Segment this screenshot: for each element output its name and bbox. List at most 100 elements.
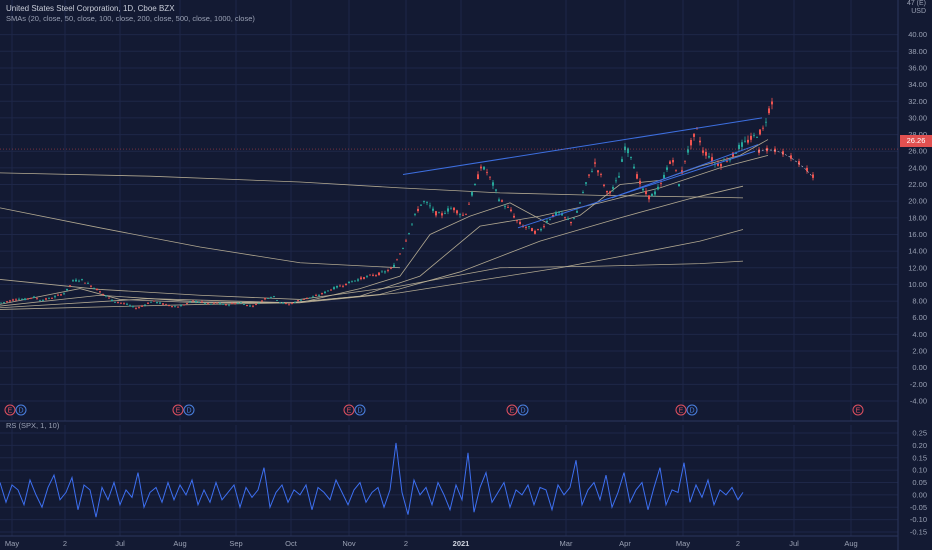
candle-body	[60, 294, 62, 296]
event-marker-ring	[517, 404, 529, 416]
candle-body	[516, 220, 518, 222]
projection-line	[757, 149, 813, 177]
candle	[516, 220, 518, 224]
candle-body	[120, 302, 122, 304]
candle-body	[390, 267, 392, 269]
candle-body	[363, 277, 365, 279]
candle	[294, 301, 296, 303]
candle	[693, 133, 695, 141]
dividend-marker[interactable]: D	[686, 404, 698, 416]
candle-body	[324, 291, 326, 294]
dividend-marker[interactable]: D	[354, 404, 366, 416]
candle-body	[99, 291, 101, 293]
candle-body	[126, 303, 128, 305]
candle-body	[180, 305, 182, 307]
candle	[102, 293, 104, 296]
candle-body	[570, 221, 572, 224]
dividend-marker[interactable]: D	[517, 404, 529, 416]
candle-body	[201, 301, 203, 303]
candle-body	[702, 150, 704, 153]
dividend-marker[interactable]: D	[15, 404, 27, 416]
candle	[54, 294, 56, 299]
candle-body	[339, 285, 341, 287]
time-tick-label: Nov	[342, 539, 356, 548]
candle	[234, 302, 236, 305]
candle	[84, 282, 86, 284]
time-tick-label: Oct	[285, 539, 298, 548]
candle-body	[54, 296, 56, 298]
candle-body	[480, 166, 482, 169]
rs-tick-label: -0.10	[910, 515, 927, 524]
candle-body	[66, 288, 68, 291]
candle	[99, 290, 101, 293]
time-tick-label: 2	[736, 539, 740, 548]
candle	[0, 302, 2, 304]
trendline-group	[402, 117, 763, 229]
candle-body	[402, 248, 404, 249]
candle-body	[378, 272, 380, 276]
candle	[732, 152, 734, 158]
candle-body	[162, 303, 164, 305]
price-tick-label: 0.00	[912, 363, 927, 372]
candle	[12, 298, 14, 302]
candle-body	[114, 301, 116, 303]
candle	[228, 304, 230, 307]
candle	[267, 297, 269, 300]
candle-body	[105, 295, 107, 297]
rs-tick-label: -0.15	[910, 528, 927, 537]
candle	[585, 181, 587, 187]
candle-body	[216, 302, 218, 304]
candle-body	[210, 303, 212, 305]
earnings-marker[interactable]: E	[172, 404, 184, 416]
candle	[744, 136, 746, 143]
candle-body	[312, 296, 314, 298]
candle-body	[147, 302, 149, 304]
candle-body	[738, 144, 740, 149]
price-tick-label: 4.00	[912, 330, 927, 339]
earnings-marker[interactable]: E	[343, 404, 355, 416]
candle-body	[768, 108, 770, 114]
candle	[39, 299, 41, 302]
candle-body	[498, 199, 500, 201]
earnings-marker[interactable]: E	[852, 404, 864, 416]
earnings-marker[interactable]: E	[4, 404, 16, 416]
candle	[15, 298, 17, 302]
price-tick-label: 16.00	[908, 230, 927, 239]
candle-body	[747, 139, 749, 143]
dividend-marker[interactable]: D	[183, 404, 195, 416]
candle-body	[576, 211, 578, 213]
candle	[165, 303, 167, 305]
candle	[303, 299, 305, 300]
candle-body	[708, 156, 710, 158]
candle	[183, 304, 185, 306]
sma-indicator-label[interactable]: SMAs (20, close, 50, close, 100, close, …	[6, 14, 255, 23]
candle	[72, 279, 74, 283]
candle-body	[756, 137, 758, 138]
candle-body	[207, 303, 209, 305]
candle	[660, 179, 662, 187]
sma-1000-line	[0, 172, 744, 199]
earnings-marker[interactable]: E	[675, 404, 687, 416]
earnings-marker[interactable]: E	[506, 404, 518, 416]
projection-body	[806, 167, 808, 172]
candle-body	[360, 277, 362, 280]
candle	[531, 227, 533, 232]
candle	[474, 183, 476, 186]
candle-body	[483, 166, 485, 170]
sma-line	[0, 207, 401, 269]
candle-body	[657, 186, 659, 190]
candle-body	[450, 208, 452, 210]
rs-indicator-label[interactable]: RS (SPX, 1, 10)	[6, 421, 60, 430]
candle-body	[546, 220, 548, 223]
candle	[459, 212, 461, 218]
candle	[270, 296, 272, 299]
candle-body	[333, 287, 335, 290]
candle-body	[624, 146, 626, 151]
candle	[132, 305, 134, 308]
candle-body	[564, 216, 566, 218]
candle	[750, 132, 752, 143]
candle-body	[186, 303, 188, 304]
candle-body	[183, 304, 185, 306]
candle-body	[744, 140, 746, 142]
